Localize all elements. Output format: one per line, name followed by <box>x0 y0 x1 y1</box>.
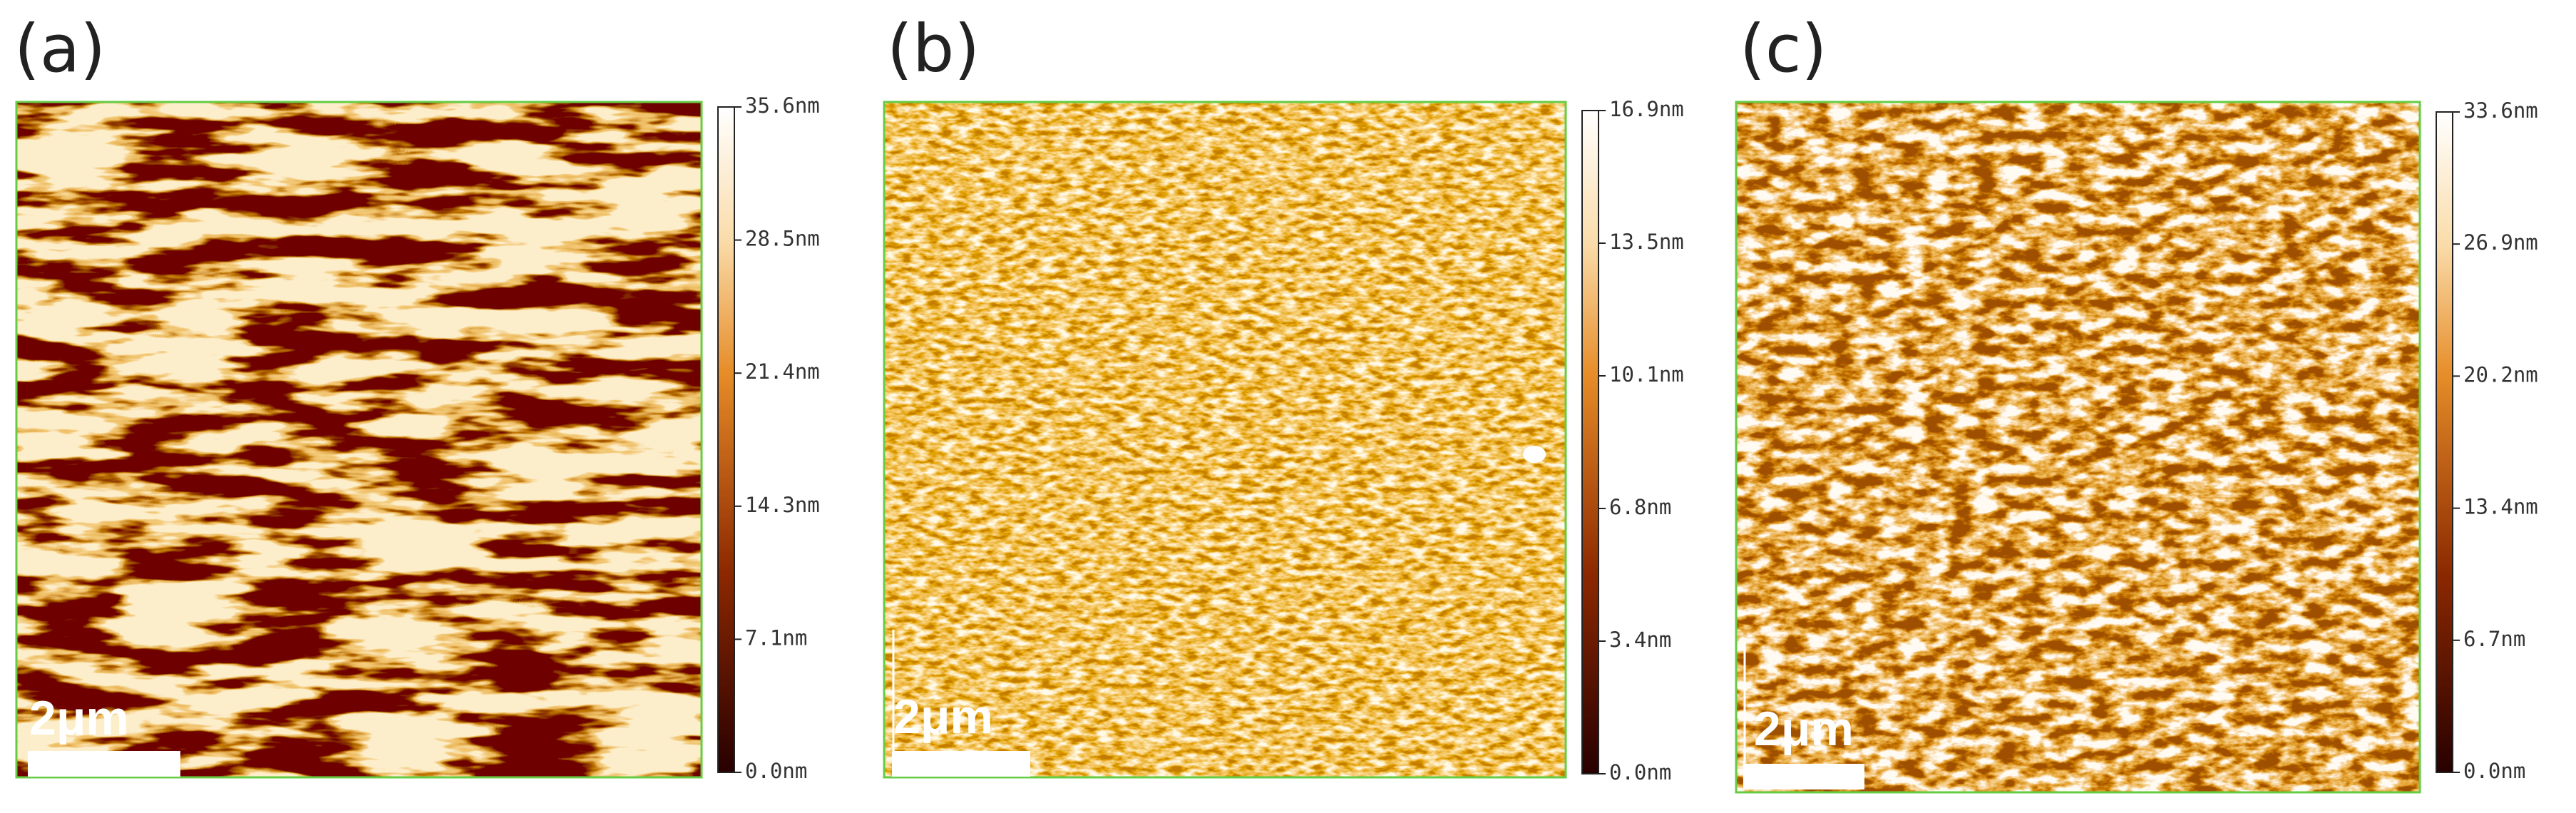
panel-label: (b) <box>887 11 980 87</box>
particle <box>1523 446 1546 463</box>
image-border <box>1735 101 2421 794</box>
image-border <box>15 101 703 779</box>
colorbar-label: 26.9nm <box>2463 230 2538 255</box>
colorbar-label: 16.9nm <box>1609 97 1684 121</box>
colorbar <box>2436 111 2453 773</box>
scale-bar-label: 2μm <box>1754 702 1854 756</box>
panel-label: (a) <box>14 11 106 87</box>
colorbar-label: 7.1nm <box>745 625 807 650</box>
panel-label: (c) <box>1740 11 1827 87</box>
scale-bar-label: 2μm <box>893 690 993 744</box>
afm-image <box>1736 102 2420 792</box>
scale-bar <box>1743 764 1864 789</box>
afm-image <box>884 102 1566 777</box>
colorbar-label: 14.3nm <box>745 493 820 517</box>
scale-bar <box>28 751 180 777</box>
colorbar-label: 0.0nm <box>1609 760 1671 784</box>
colorbar-label: 10.1nm <box>1609 362 1684 387</box>
colorbar-label: 0.0nm <box>745 759 807 783</box>
colorbar-label: 33.6nm <box>2463 98 2538 123</box>
colorbar <box>717 106 735 773</box>
colorbar-label: 28.5nm <box>745 227 820 251</box>
colorbar-label: 20.2nm <box>2463 362 2538 387</box>
colorbar <box>1581 110 1599 774</box>
colorbar-label: 35.6nm <box>745 93 820 118</box>
scale-bar <box>892 751 1030 777</box>
colorbar-label: 13.5nm <box>1609 230 1684 254</box>
colorbar-label: 21.4nm <box>745 359 820 384</box>
colorbar-label: 13.4nm <box>2463 495 2538 519</box>
colorbar-label: 3.4nm <box>1609 628 1671 652</box>
colorbar-label: 0.0nm <box>2463 759 2525 783</box>
afm-image <box>16 102 702 777</box>
scale-bar-label: 2μm <box>29 691 129 745</box>
colorbar-label: 6.7nm <box>2463 627 2525 651</box>
colorbar-label: 6.8nm <box>1609 495 1671 519</box>
image-border <box>883 101 1567 779</box>
